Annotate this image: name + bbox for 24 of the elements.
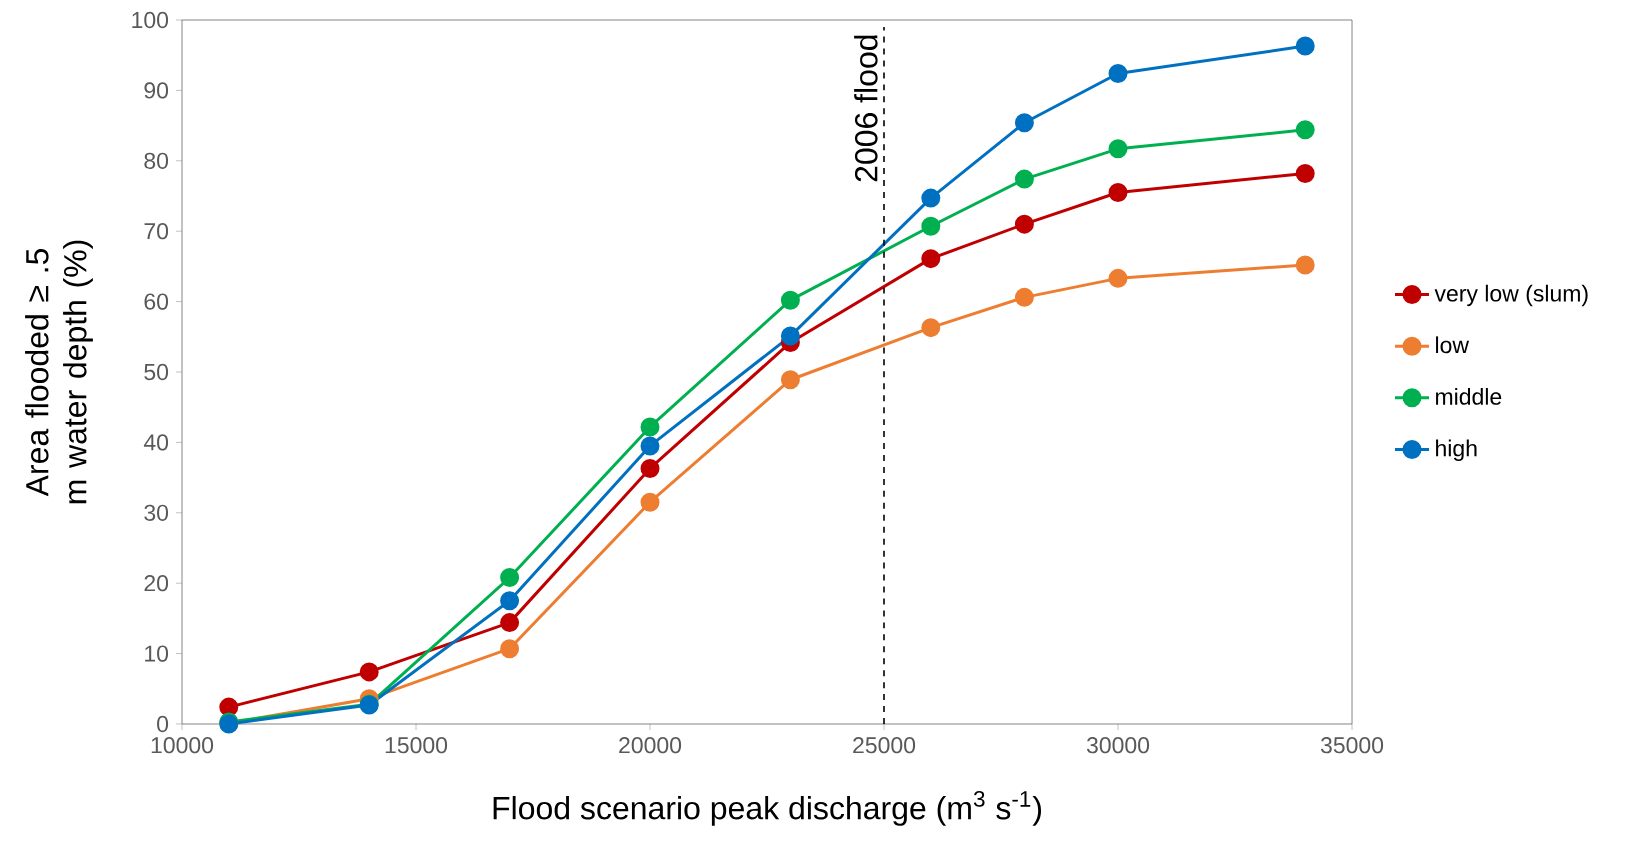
legend-label: middle	[1436, 387, 1502, 405]
x-tick-label: 10000	[151, 737, 214, 754]
x-tick-label: 35000	[1320, 737, 1384, 754]
x-tick-label: 25000	[853, 737, 916, 754]
x-axis-title: Flood scenario peak discharge (m$^{3}$ s$^{-1}$)	[493, 790, 1041, 826]
y-tick-label: 50	[144, 363, 169, 381]
y-tick-label: 30	[144, 504, 169, 521]
legend-label: low	[1436, 336, 1470, 354]
y-tick-label: 70	[144, 223, 169, 240]
y-tick-label: 40	[143, 434, 169, 451]
y-tick-label: 100	[132, 11, 169, 29]
y-tick-label: 10	[145, 645, 169, 662]
x-tick-label: 15000	[385, 737, 448, 754]
x-tick-label: 20000	[619, 737, 682, 754]
y-tick-label: 0	[157, 715, 169, 733]
legend-label: high	[1436, 439, 1477, 462]
y-axis-title: Area flooded ≥ .5 m water depth (%)	[25, 240, 93, 504]
legend-label: very low (slum)	[1434, 284, 1588, 307]
y-tick-label: 60	[144, 293, 169, 310]
y-tick-label: 20	[144, 575, 169, 592]
ref-line-label: 2006 flood	[854, 35, 878, 182]
x-tick-label: 30000	[1086, 737, 1150, 754]
y-tick-label: 80	[144, 152, 169, 169]
y-tick-label: 90	[144, 82, 169, 99]
